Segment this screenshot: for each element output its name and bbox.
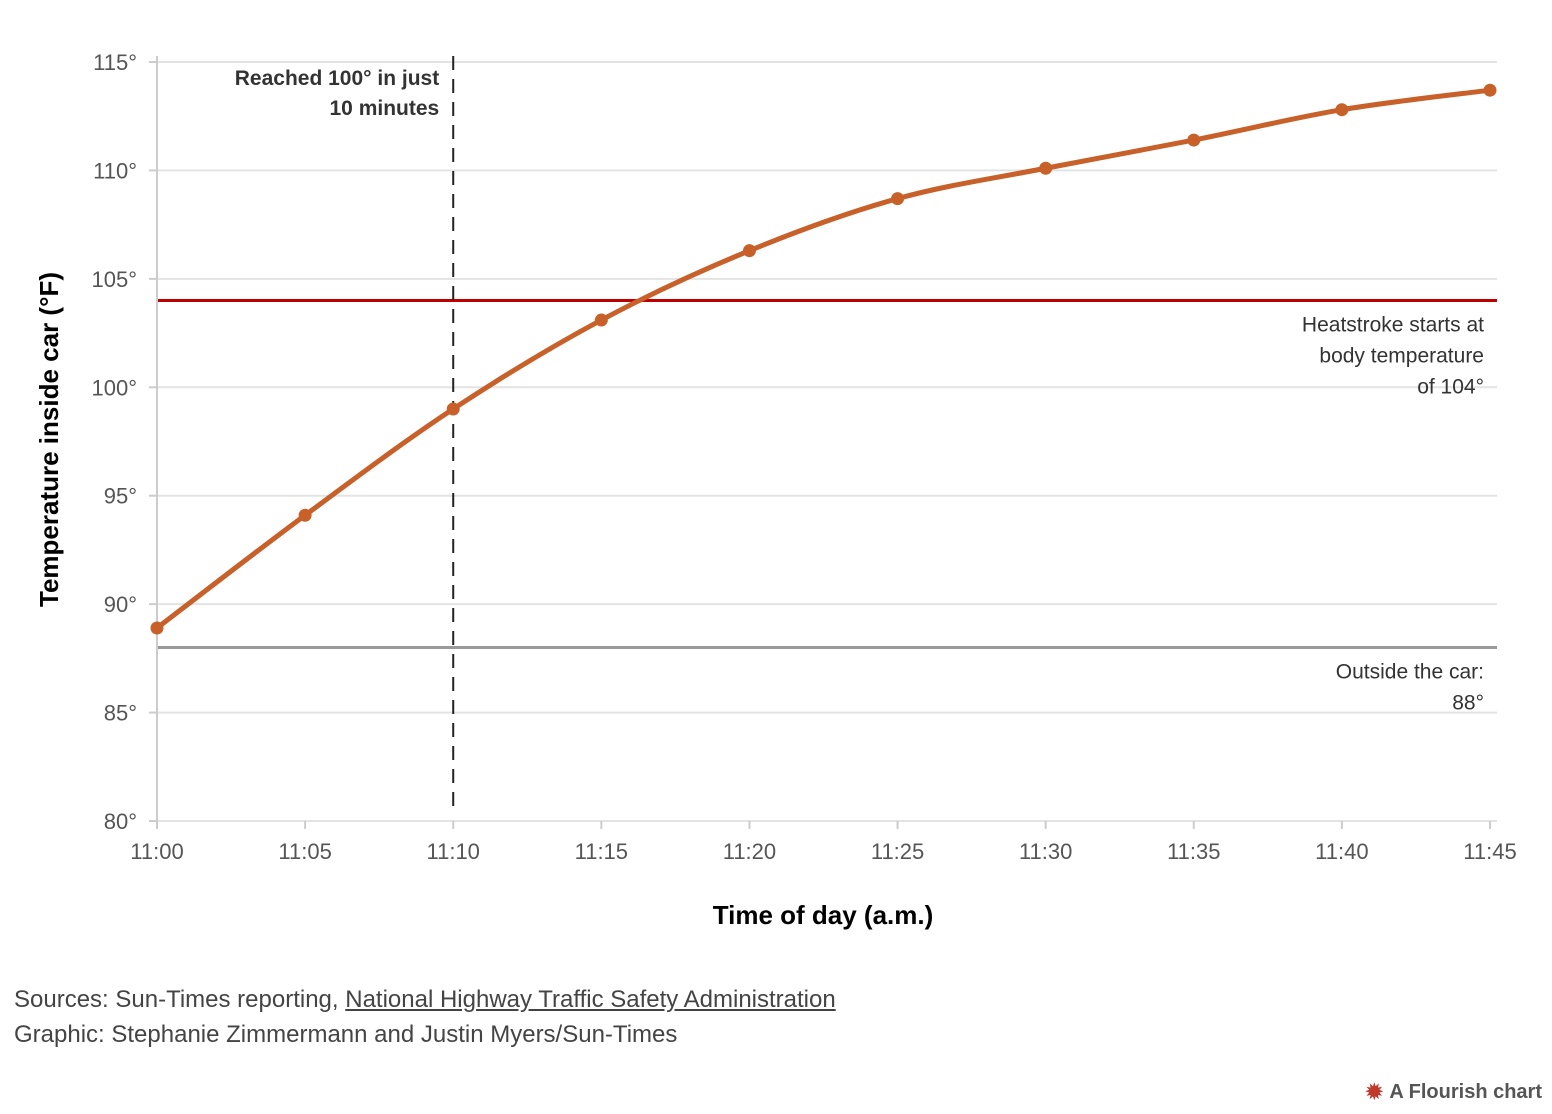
flourish-badge[interactable]: ✹ A Flourish chart xyxy=(1364,1078,1542,1106)
x-tick-label: 11:15 xyxy=(575,839,628,864)
x-tick-label: 11:35 xyxy=(1167,839,1220,864)
data-point xyxy=(298,508,312,522)
y-tick-label: 80° xyxy=(104,809,137,834)
temperature-line xyxy=(154,87,1493,631)
data-point xyxy=(594,313,608,327)
flourish-label: A Flourish chart xyxy=(1389,1081,1542,1103)
sources-prefix: Sources: Sun-Times reporting, xyxy=(14,986,346,1013)
y-tick-label: 110° xyxy=(93,158,137,183)
data-point xyxy=(891,192,905,206)
data-point xyxy=(446,402,460,416)
line-chart: 80° 85° 90° 95° 100° 105° 110° 115° 11:00 11:05 11… xyxy=(34,50,1517,930)
x-tick-label: 11:30 xyxy=(1019,839,1072,864)
x-tick-label: 11:05 xyxy=(278,839,331,864)
ten-minute-annotation: 10 minutes xyxy=(330,97,440,120)
x-tick-label: 11:10 xyxy=(427,839,480,864)
data-point xyxy=(1335,103,1349,117)
outside-temp-annotation: Outside the car: xyxy=(1336,661,1484,684)
data-point xyxy=(1187,133,1201,147)
heatstroke-annotation: Heatstroke starts at xyxy=(1302,314,1484,337)
data-point xyxy=(742,244,756,258)
x-axis-title: Time of day (a.m.) xyxy=(713,900,934,930)
y-tick-label: 95° xyxy=(104,484,137,509)
ten-minute-annotation: Reached 100° in just xyxy=(235,67,439,90)
data-point xyxy=(150,621,164,635)
x-tick-label: 11:45 xyxy=(1463,839,1516,864)
flourish-burst-icon: ✹ xyxy=(1364,1078,1385,1106)
y-tick-label: 85° xyxy=(104,701,137,726)
y-tick-label: 115° xyxy=(93,50,137,75)
data-point xyxy=(1483,83,1497,97)
x-tick-label: 11:00 xyxy=(130,839,183,864)
y-tick-label: 105° xyxy=(91,267,137,292)
y-tick-label: 100° xyxy=(91,375,137,400)
x-tick-label: 11:40 xyxy=(1315,839,1368,864)
heatstroke-annotation: of 104° xyxy=(1417,376,1484,399)
chart-footer: Sources: Sun-Times reporting, National H… xyxy=(14,982,836,1052)
y-tick-label: 90° xyxy=(104,592,137,617)
x-tick-label: 11:20 xyxy=(723,839,776,864)
graphic-credit: Graphic: Stephanie Zimmermann and Justin… xyxy=(14,1021,678,1048)
y-axis-title: Temperature inside car (°F) xyxy=(34,272,64,607)
data-point xyxy=(1039,161,1053,175)
heatstroke-annotation: body temperature xyxy=(1319,345,1484,368)
outside-temp-annotation: 88° xyxy=(1452,692,1484,715)
nhtsa-link[interactable]: National Highway Traffic Safety Administ… xyxy=(345,986,836,1013)
sources-line: Sources: Sun-Times reporting, National H… xyxy=(14,982,836,1017)
x-tick-label: 11:25 xyxy=(871,839,924,864)
